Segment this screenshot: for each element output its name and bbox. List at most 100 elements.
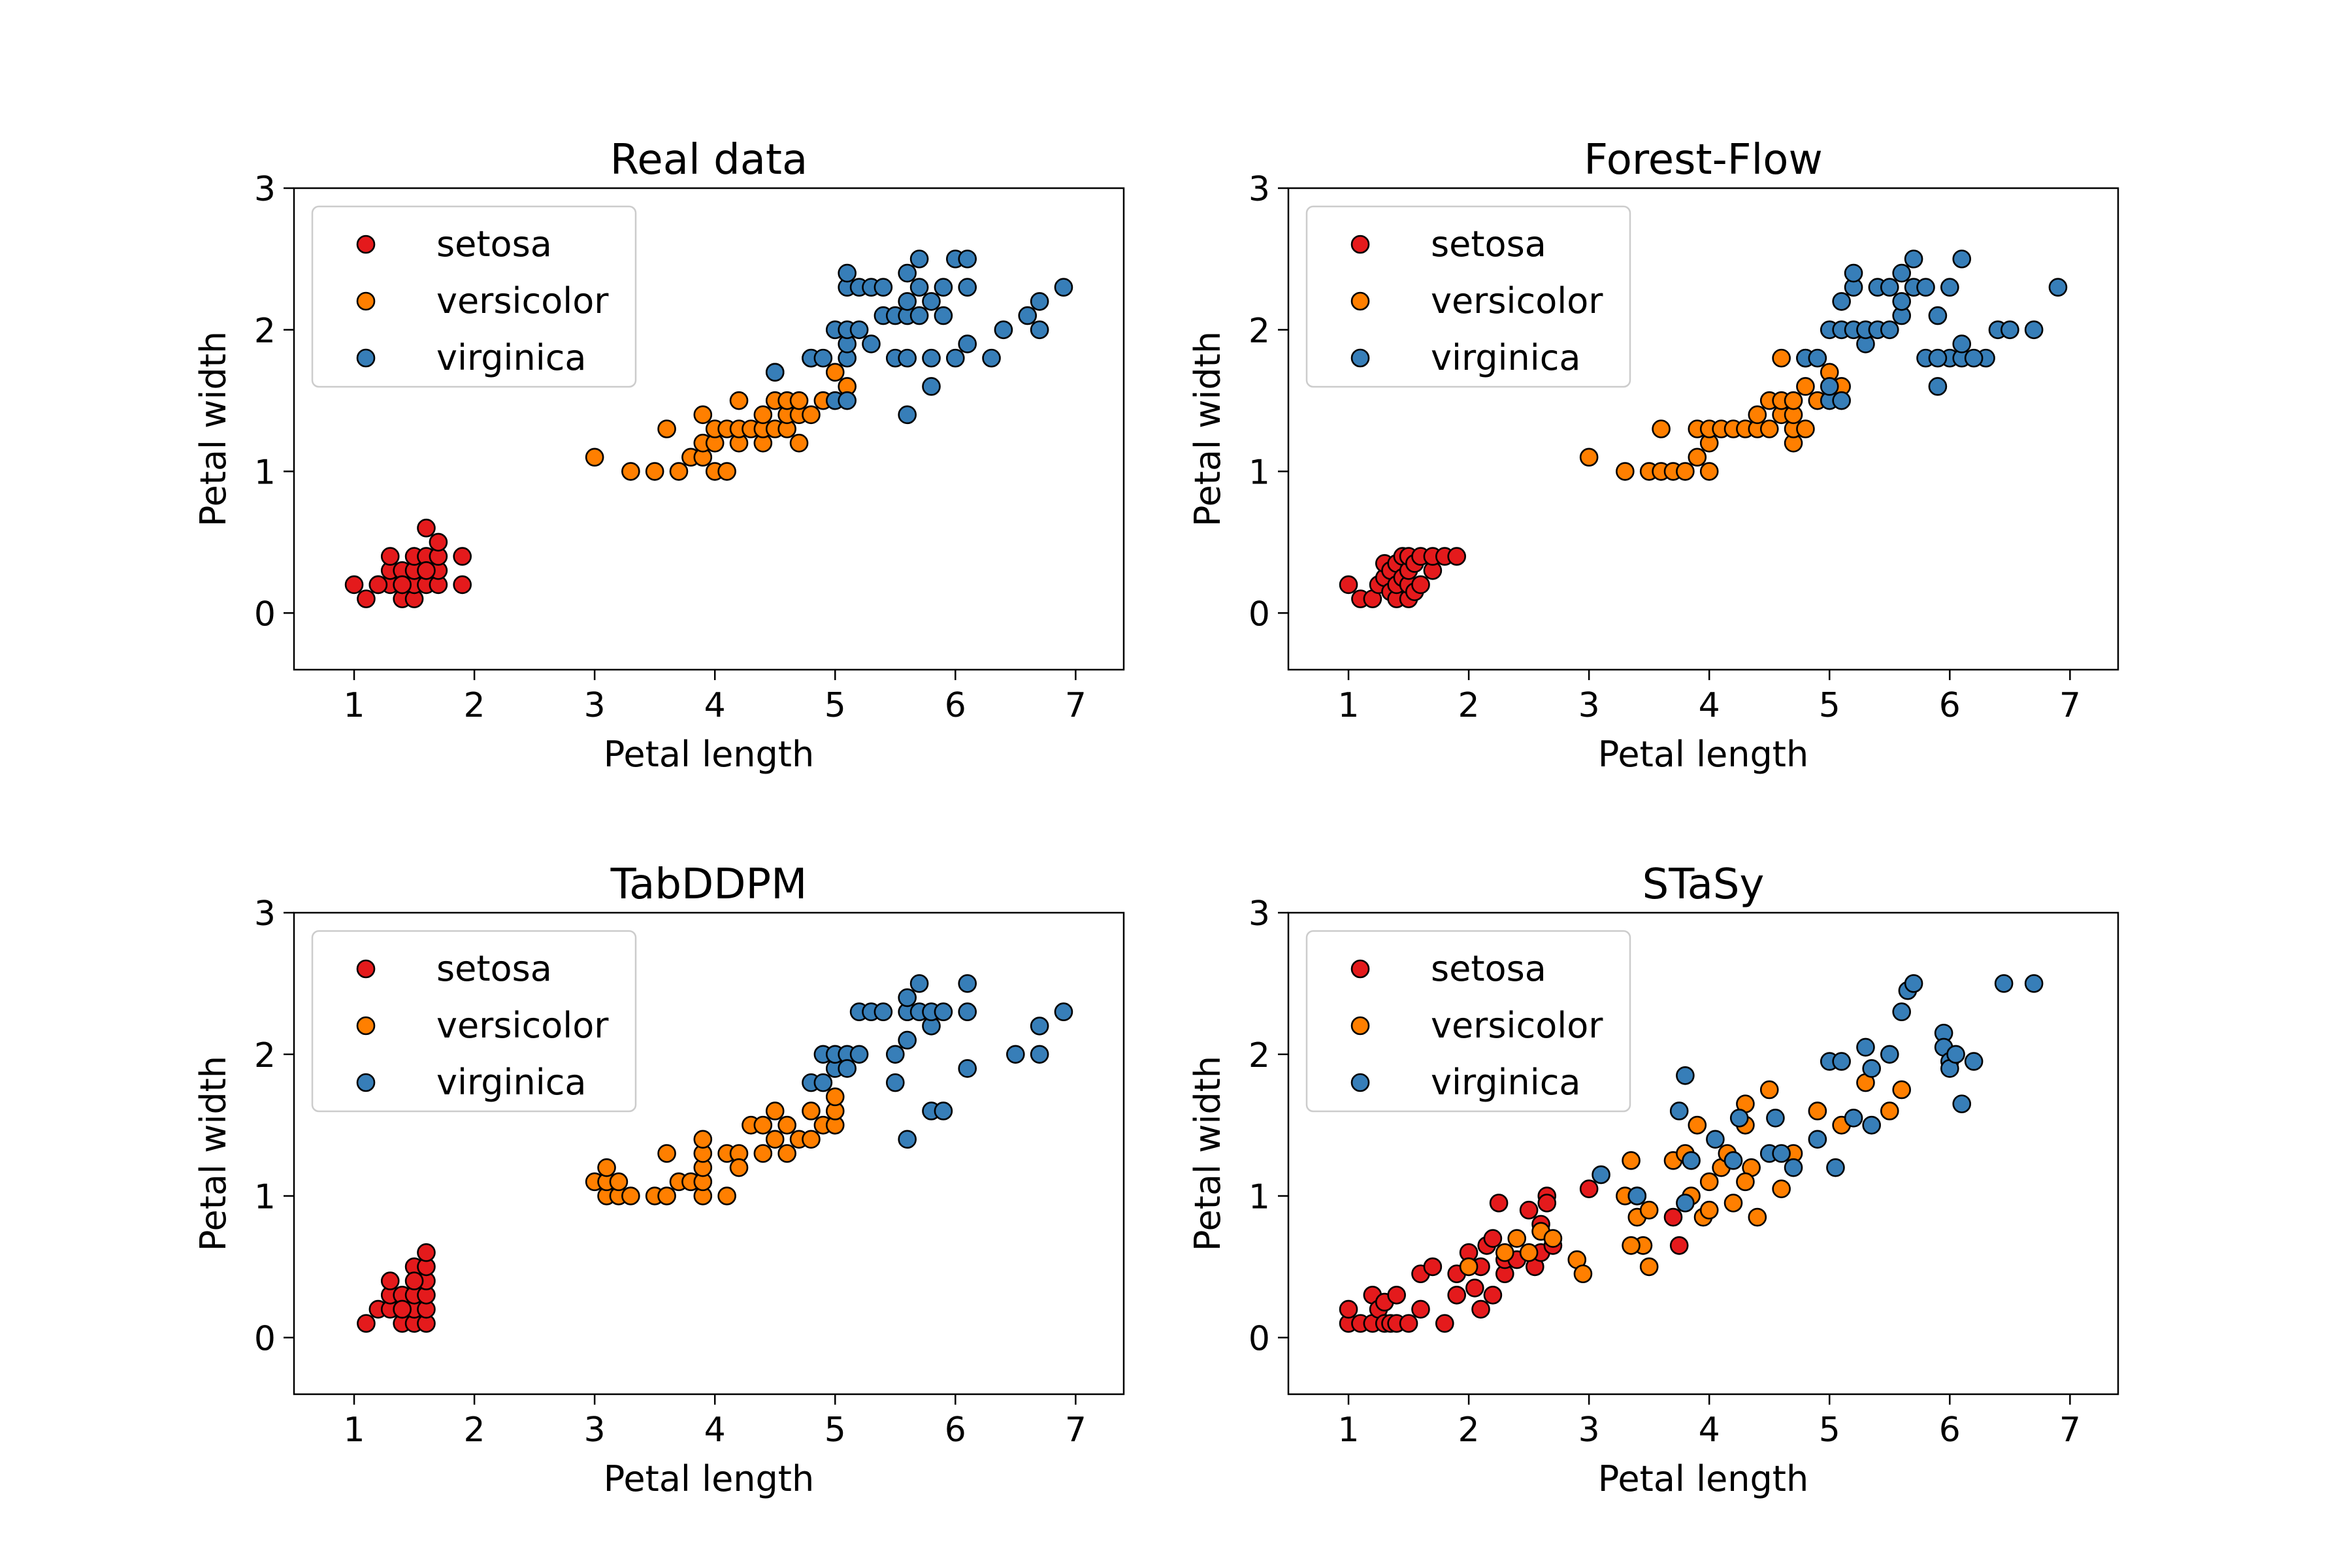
y-tick-label: 0 [254,1319,276,1358]
x-axis-label: Petal length [604,1458,814,1499]
data-point-virginica [1006,1045,1025,1064]
data-point-virginica [1030,320,1049,340]
x-tick-label: 2 [1458,1411,1480,1450]
plot-frame [293,911,1125,1396]
x-tick-label: 1 [343,1411,365,1450]
data-point-virginica [1729,1109,1749,1128]
data-point-virginica [1784,1158,1803,1177]
data-point-versicolor [1892,1080,1911,1100]
subplot-title: TabDDPM [610,860,808,909]
data-point-versicolor [1622,1236,1641,1255]
x-tick-label: 5 [825,686,846,725]
y-axis-label: Petal width [193,331,234,527]
legend-label-versicolor: versicolor [436,280,609,321]
plot-frame [1287,911,2119,1396]
data-point-versicolor [1688,1115,1707,1135]
data-point-versicolor [1759,1080,1779,1100]
data-point-virginica [934,306,953,325]
data-point-setosa [1447,1285,1466,1305]
x-tick-label: 7 [1065,686,1086,725]
subplot-1: Real data 1 2 3 4 5 6 7 0 1 2 3 Petal length Petal wi… [193,136,1125,775]
data-point-virginica [946,348,965,368]
data-point-virginica [909,278,929,297]
data-point-virginica [1844,263,1863,283]
data-point-setosa [357,589,376,608]
data-point-setosa [1537,1194,1557,1213]
data-point-versicolor [1699,462,1719,481]
data-point-virginica [885,1045,905,1064]
data-point-virginica [1592,1165,1610,1184]
data-point-setosa [380,1271,400,1290]
x-tick-label: 5 [1819,1411,1840,1450]
data-point-virginica [1892,1002,1911,1022]
data-point-versicolor [1796,377,1815,396]
x-axis-label: Petal length [1598,734,1808,775]
data-point-versicolor [1772,348,1791,368]
data-point-versicolor [669,462,689,481]
series-setosa [344,518,472,608]
y-tick-label: 3 [1249,894,1270,934]
x-tick-label: 4 [704,686,726,725]
data-point-versicolor [657,419,676,438]
data-point-virginica [1844,1109,1863,1128]
y-axis-label: Petal width [1187,1056,1228,1251]
legend-label-setosa: setosa [436,223,552,265]
data-point-virginica [2001,320,2019,340]
data-point-versicolor [1772,1179,1791,1198]
data-point-virginica [922,348,941,368]
data-point-versicolor [1736,1172,1755,1192]
series-setosa [1339,1179,1689,1333]
data-point-virginica [909,306,929,325]
data-point-virginica [1054,1002,1073,1022]
data-point-versicolor [621,1186,640,1205]
data-point-versicolor [1459,1257,1478,1277]
legend: setosa versicolor virginica [311,930,637,1113]
data-point-setosa [453,547,472,566]
data-point-setosa [453,575,472,595]
plot-frame [1287,187,2119,671]
data-point-virginica [1676,1066,1695,1085]
data-point-virginica [898,292,917,311]
x-axis-label: Petal length [604,734,814,775]
data-point-setosa [1483,1285,1503,1305]
data-point-versicolor [753,1115,773,1135]
x-tick-label: 5 [825,1411,846,1450]
data-point-virginica [1627,1186,1647,1205]
data-point-virginica [1940,278,1959,297]
data-point-virginica [849,1045,869,1064]
legend-label-virginica: virginica [1431,1062,1581,1103]
data-point-setosa [1465,1279,1484,1298]
legend-label-versicolor: versicolor [1431,280,1603,321]
data-point-virginica [849,320,869,340]
x-tick-label: 3 [584,686,606,725]
data-point-versicolor [1796,419,1815,438]
subplot-title: Forest-Flow [1584,136,1823,184]
y-tick-label: 2 [1249,1036,1270,1075]
data-point-virginica [1856,1037,1875,1057]
x-tick-label: 7 [2059,1411,2081,1450]
y-tick-label: 3 [1249,170,1270,209]
data-point-versicolor [729,391,749,410]
data-point-versicolor [1616,462,1635,481]
y-tick-label: 3 [254,894,276,934]
data-point-setosa [1435,1314,1454,1333]
data-point-virginica [898,348,917,368]
data-point-virginica [909,250,929,269]
data-point-setosa [344,575,364,595]
series-versicolor [585,1087,845,1205]
legend-marker-versicolor [356,1016,376,1036]
data-point-versicolor [802,1102,821,1120]
data-point-virginica [1964,1052,1984,1071]
data-point-versicolor [717,462,736,481]
legend-label-virginica: virginica [436,337,587,378]
y-tick-label: 2 [254,1036,276,1075]
data-point-versicolor [1639,1200,1659,1220]
legend: setosa versicolor virginica [1305,930,1631,1113]
data-point-setosa [1411,1299,1430,1319]
legend-box [311,205,637,388]
data-point-virginica [1832,391,1851,410]
y-axis-label: Petal width [1187,331,1228,527]
data-point-setosa [368,575,388,595]
data-point-versicolor [1699,1200,1719,1220]
data-point-versicolor [609,1172,629,1192]
